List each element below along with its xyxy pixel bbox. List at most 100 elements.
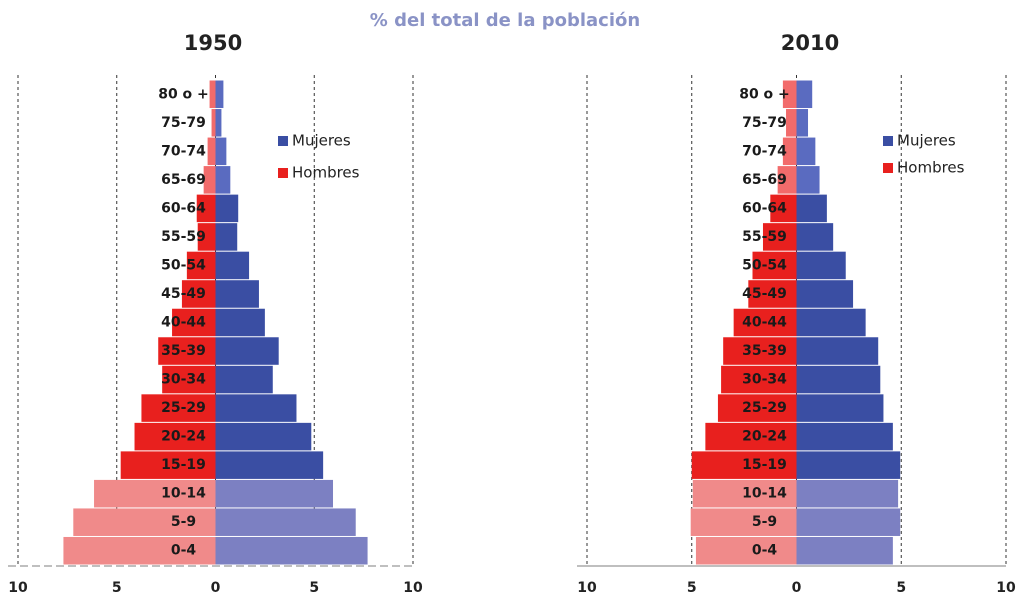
bar bbox=[207, 137, 216, 166]
category-label: 0-4 bbox=[752, 543, 778, 559]
bar bbox=[705, 422, 797, 451]
bar bbox=[777, 166, 797, 194]
bar bbox=[196, 194, 216, 223]
legend-label: Hombres bbox=[897, 159, 965, 177]
legend-label: Mujeres bbox=[897, 132, 956, 150]
bar bbox=[796, 536, 893, 565]
x-tick-label: 0 bbox=[211, 580, 221, 596]
bar bbox=[215, 508, 356, 536]
bar bbox=[796, 137, 816, 166]
bar bbox=[796, 251, 846, 280]
x-tick-label: 5 bbox=[112, 580, 122, 596]
category-label: 50-54 bbox=[161, 257, 206, 273]
x-tick-label: 5 bbox=[896, 580, 906, 596]
bar bbox=[796, 451, 901, 479]
bar bbox=[215, 80, 224, 109]
category-label: 45-49 bbox=[742, 286, 787, 302]
legend-swatch bbox=[883, 163, 893, 173]
bar bbox=[181, 280, 216, 308]
legend-label: Hombres bbox=[292, 164, 360, 182]
bar bbox=[796, 280, 854, 308]
x-tick-label: 5 bbox=[309, 580, 319, 596]
bar bbox=[141, 394, 216, 422]
bar bbox=[796, 365, 881, 394]
bar bbox=[695, 536, 797, 565]
bar bbox=[733, 308, 797, 337]
bar bbox=[215, 109, 222, 137]
category-label: 45-49 bbox=[161, 286, 206, 302]
bar bbox=[120, 451, 216, 479]
category-label: 70-74 bbox=[742, 143, 787, 159]
bar bbox=[186, 251, 216, 280]
bar bbox=[721, 365, 797, 394]
bar bbox=[796, 337, 879, 365]
category-label: 25-29 bbox=[161, 400, 206, 416]
bar bbox=[211, 109, 216, 137]
legend-swatch bbox=[278, 136, 288, 146]
bar bbox=[94, 479, 216, 508]
bar bbox=[215, 422, 312, 451]
category-label: 60-64 bbox=[742, 200, 787, 216]
category-label: 35-39 bbox=[161, 343, 206, 359]
bar bbox=[215, 194, 239, 223]
bar bbox=[215, 451, 324, 479]
bar bbox=[215, 223, 238, 251]
bar bbox=[215, 479, 334, 508]
x-tick-label: 0 bbox=[792, 580, 802, 596]
bar bbox=[215, 365, 273, 394]
category-label: 5-9 bbox=[752, 514, 777, 530]
legend-label: Mujeres bbox=[292, 132, 351, 150]
bar bbox=[762, 223, 797, 251]
category-label: 60-64 bbox=[161, 200, 206, 216]
bar bbox=[134, 422, 216, 451]
x-tick-label: 10 bbox=[403, 580, 423, 596]
bar bbox=[158, 337, 216, 365]
category-label: 15-19 bbox=[742, 457, 787, 473]
bar bbox=[690, 508, 797, 536]
x-tick-label: 10 bbox=[996, 580, 1016, 596]
bar bbox=[63, 536, 216, 565]
category-label: 40-44 bbox=[742, 315, 787, 331]
bar bbox=[215, 166, 231, 194]
bar bbox=[796, 394, 884, 422]
x-tick-label: 10 bbox=[8, 580, 28, 596]
bar bbox=[770, 194, 797, 223]
chart-title: 1950 bbox=[184, 31, 242, 55]
category-label: 65-69 bbox=[161, 172, 206, 188]
category-label: 30-34 bbox=[161, 372, 206, 388]
bar bbox=[796, 166, 820, 194]
category-label: 50-54 bbox=[742, 257, 787, 273]
bar bbox=[172, 308, 216, 337]
bar bbox=[215, 308, 265, 337]
bar bbox=[723, 337, 797, 365]
bar bbox=[796, 223, 834, 251]
bar bbox=[752, 251, 797, 280]
bar bbox=[692, 479, 797, 508]
bar bbox=[209, 80, 216, 109]
legend-swatch bbox=[278, 168, 288, 178]
bar bbox=[796, 508, 901, 536]
bar bbox=[796, 479, 899, 508]
bar bbox=[748, 280, 797, 308]
bar bbox=[796, 422, 893, 451]
category-label: 25-29 bbox=[742, 400, 787, 416]
bar bbox=[691, 451, 797, 479]
bar bbox=[215, 137, 227, 166]
bar bbox=[197, 223, 216, 251]
bar bbox=[215, 280, 259, 308]
bar bbox=[796, 80, 813, 109]
bar bbox=[215, 251, 250, 280]
bar bbox=[215, 337, 279, 365]
category-label: 10-14 bbox=[742, 486, 787, 502]
category-label: 70-74 bbox=[161, 143, 206, 159]
bar bbox=[782, 137, 797, 166]
category-label: 30-34 bbox=[742, 372, 787, 388]
category-label: 80 o + bbox=[739, 86, 790, 102]
page-title: % del total de la población bbox=[370, 10, 640, 31]
bar bbox=[73, 508, 216, 536]
legend-swatch bbox=[883, 136, 893, 146]
category-label: 20-24 bbox=[742, 429, 787, 445]
x-tick-label: 5 bbox=[687, 580, 697, 596]
category-label: 0-4 bbox=[171, 543, 197, 559]
